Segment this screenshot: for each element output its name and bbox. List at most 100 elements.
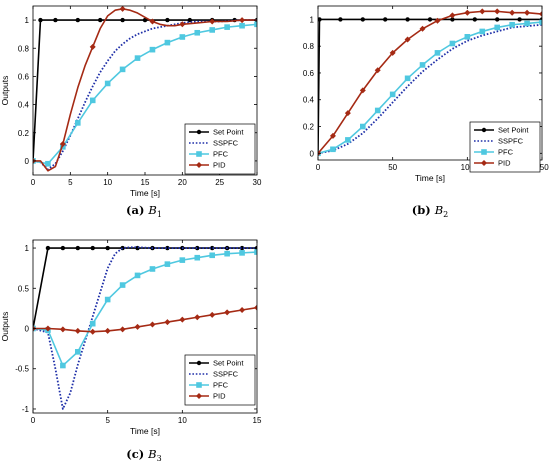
data-point-set-point bbox=[120, 245, 125, 251]
data-point-set-point bbox=[427, 17, 433, 22]
data-point-set-point bbox=[38, 17, 43, 23]
x-tick-label: 20 bbox=[178, 178, 187, 187]
legend-marker bbox=[196, 162, 202, 168]
x-tick-label: 150 bbox=[535, 163, 549, 172]
series-line-pid bbox=[318, 10, 542, 154]
data-point-pfc bbox=[75, 349, 81, 355]
legend-marker bbox=[196, 151, 202, 157]
data-point-pid bbox=[119, 326, 126, 333]
data-point-set-point bbox=[360, 17, 365, 22]
data-point-pid bbox=[44, 325, 51, 332]
legend-entry: PFC bbox=[213, 150, 229, 159]
plot-frame bbox=[317, 5, 543, 161]
series-group bbox=[33, 245, 257, 410]
legend-entry: PFC bbox=[213, 381, 229, 390]
data-point-pid bbox=[359, 87, 366, 94]
data-point-pfc bbox=[404, 75, 411, 82]
data-point-pfc bbox=[119, 66, 126, 73]
data-point-pfc bbox=[254, 21, 257, 28]
data-point-pid bbox=[434, 17, 441, 24]
x-axis-label: Time [s] bbox=[130, 426, 160, 436]
data-point-set-point bbox=[450, 17, 455, 22]
data-point-set-point bbox=[239, 245, 245, 251]
x-tick-label: 100 bbox=[461, 163, 475, 172]
series-line-set-point bbox=[318, 18, 542, 154]
data-point-pfc bbox=[360, 123, 366, 130]
data-point-pid bbox=[464, 9, 471, 16]
y-axis-label: Outputs bbox=[0, 76, 10, 106]
series-line-set-point bbox=[33, 19, 257, 161]
data-point-pid bbox=[509, 9, 516, 16]
data-point-pfc bbox=[224, 24, 230, 30]
data-point-pfc bbox=[345, 137, 351, 143]
legend-marker bbox=[481, 127, 487, 133]
data-point-pfc bbox=[494, 24, 500, 31]
data-point-pfc bbox=[224, 250, 230, 257]
data-point-pfc bbox=[45, 160, 51, 167]
data-point-set-point bbox=[142, 17, 148, 23]
series-line-sspfc bbox=[33, 246, 257, 410]
data-point-set-point bbox=[60, 245, 66, 251]
data-point-pid bbox=[539, 11, 542, 18]
data-point-pid bbox=[179, 316, 186, 323]
data-point-pid bbox=[209, 311, 216, 318]
legend-marker bbox=[196, 360, 202, 366]
data-point-set-point bbox=[187, 17, 192, 23]
data-point-pfc bbox=[464, 34, 471, 40]
data-point-pfc bbox=[194, 29, 201, 36]
data-point-set-point bbox=[165, 245, 170, 251]
data-point-pid bbox=[74, 327, 81, 334]
data-point-set-point bbox=[383, 17, 388, 22]
legend: Set Point SSPFC PFC PID bbox=[184, 354, 256, 406]
subplot-1: 0 5 10 15 20 25 30 0 0.2 0.4 0.6 0.8 1 Time [s] Output… bbox=[0, 5, 262, 219]
x-axis-label: Time [s] bbox=[130, 188, 160, 198]
data-point-pfc bbox=[330, 146, 336, 153]
y-tick-label: 0.8 bbox=[303, 42, 315, 51]
data-point-pfc bbox=[239, 250, 245, 256]
data-point-set-point bbox=[338, 17, 343, 22]
y-tick-label: 0.2 bbox=[303, 123, 315, 132]
data-point-pfc bbox=[419, 62, 426, 68]
y-tick-label: 1 bbox=[310, 15, 315, 24]
data-point-pfc bbox=[164, 261, 171, 267]
series-group bbox=[318, 8, 542, 157]
data-point-pid bbox=[164, 319, 171, 326]
legend-entry: Set Point bbox=[213, 359, 244, 368]
legend: Set Point SSPFC PFC PID bbox=[184, 123, 256, 175]
series-group bbox=[33, 6, 257, 172]
data-point-pid bbox=[209, 18, 216, 25]
legend-marker bbox=[196, 393, 202, 399]
data-point-pfc bbox=[479, 28, 486, 35]
y-tick-label: 0.4 bbox=[18, 101, 30, 110]
data-point-pid bbox=[404, 36, 411, 43]
series-line-pfc bbox=[33, 251, 257, 367]
data-point-pid bbox=[344, 110, 351, 117]
data-point-set-point bbox=[472, 17, 477, 22]
data-point-pfc bbox=[60, 362, 66, 369]
legend-entry: Set Point bbox=[213, 128, 244, 137]
x-tick-label: 25 bbox=[215, 178, 224, 187]
subplot-caption: (a) B1 bbox=[126, 203, 162, 219]
data-point-pid bbox=[194, 314, 201, 321]
subplot-caption: (b) B2 bbox=[412, 203, 448, 219]
data-point-set-point bbox=[75, 17, 81, 23]
y-tick-label: -0.5 bbox=[15, 365, 29, 374]
data-point-pid bbox=[479, 8, 486, 15]
legend-entry: PFC bbox=[498, 148, 514, 157]
data-point-pid bbox=[254, 304, 257, 311]
data-point-pid bbox=[89, 43, 96, 50]
data-point-pfc bbox=[449, 40, 456, 47]
data-point-pfc bbox=[119, 282, 126, 288]
legend: Set Point SSPFC PFC PID bbox=[469, 121, 541, 173]
data-point-pfc bbox=[209, 27, 215, 33]
data-point-pid bbox=[179, 21, 186, 28]
data-point-pfc bbox=[434, 50, 441, 56]
data-point-pid bbox=[374, 67, 381, 74]
data-point-pid bbox=[524, 9, 531, 16]
legend-marker bbox=[196, 382, 202, 388]
legend-entry: SSPFC bbox=[213, 139, 239, 148]
y-tick-label: 1 bbox=[25, 16, 30, 25]
x-tick-label: 10 bbox=[178, 416, 187, 425]
data-point-pfc bbox=[164, 39, 171, 46]
